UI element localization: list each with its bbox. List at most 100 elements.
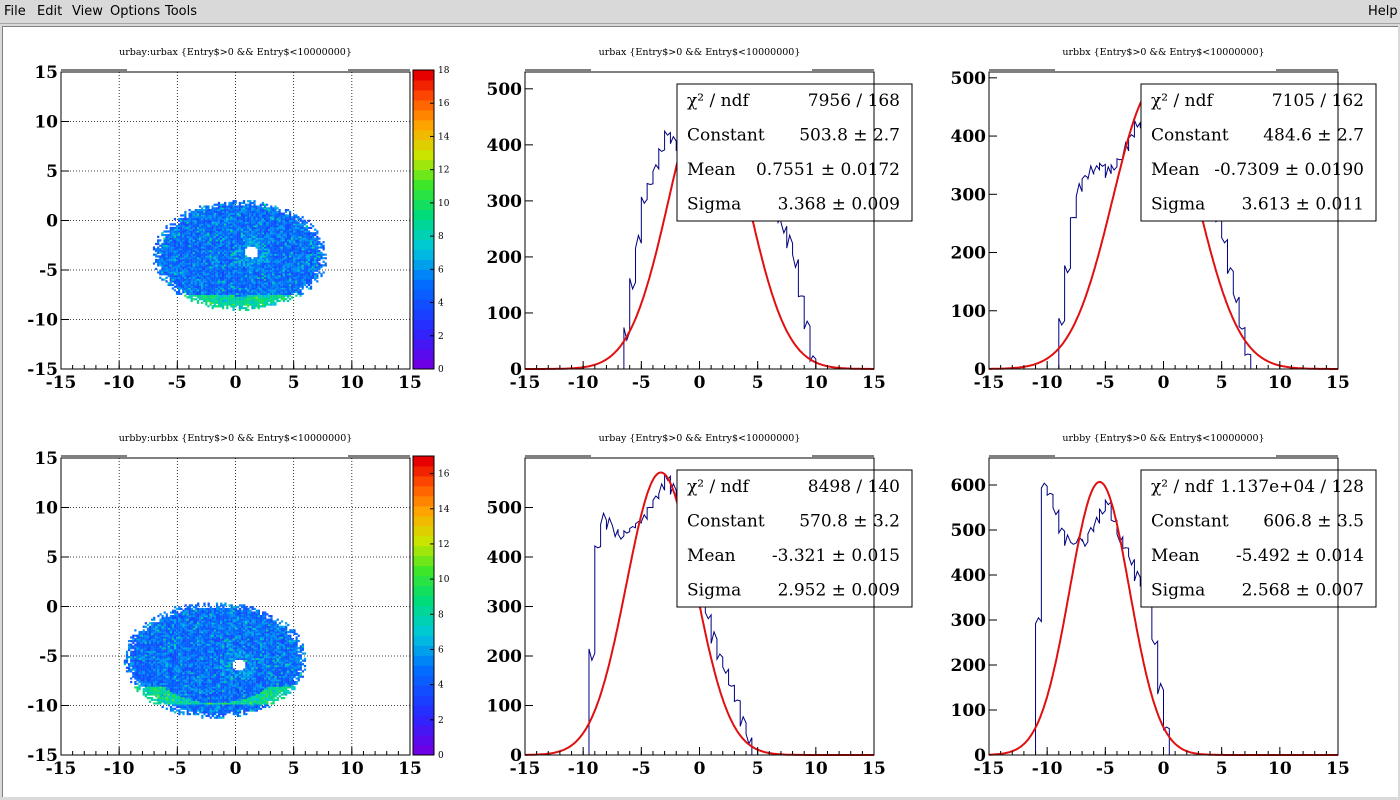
- heatmap-cell: [192, 217, 195, 221]
- heatmap-cell: [299, 283, 302, 287]
- heatmap-cell: [203, 251, 206, 254]
- heatmap-cell: [155, 682, 158, 685]
- heatmap-cell: [169, 618, 173, 621]
- heatmap-cell: [289, 228, 292, 231]
- heatmap-cell: [184, 235, 187, 238]
- heatmap-cell: [192, 232, 195, 235]
- heatmap-cell: [224, 242, 227, 246]
- title-box: [604, 70, 795, 71]
- heatmap-cell: [140, 675, 143, 678]
- menu-tools[interactable]: Tools: [165, 4, 198, 19]
- heatmap-cell: [159, 656, 162, 659]
- heatmap-cell: [270, 282, 273, 285]
- heatmap-cell: [284, 258, 288, 262]
- heatmap-cell: [297, 269, 300, 272]
- heatmap-cell: [324, 257, 327, 260]
- heatmap-cell: [247, 203, 250, 206]
- heatmap-cell: [297, 289, 300, 292]
- heatmap-cell: [299, 239, 302, 242]
- heatmap-cell: [224, 301, 227, 304]
- heatmap-cell: [134, 629, 137, 632]
- heatmap-cell: [286, 258, 290, 262]
- heatmap-cell: [265, 285, 269, 288]
- heatmap-cell: [219, 285, 223, 288]
- heatmap-cell: [132, 661, 135, 664]
- heatmap-cell: [284, 271, 288, 274]
- plot-canvas[interactable]: urbay:urbax {Entry$>0 && Entry$<10000000…: [2, 26, 1398, 797]
- heatmap-cell: [226, 241, 229, 244]
- heatmap-cell: [192, 274, 195, 278]
- menu-options[interactable]: Options: [110, 4, 161, 19]
- menu-edit[interactable]: Edit: [37, 4, 63, 19]
- heatmap-cell: [286, 250, 290, 253]
- heatmap-cell: [245, 269, 248, 272]
- heatmap-cell: [284, 269, 288, 272]
- heatmap-cell: [146, 688, 150, 691]
- heatmap-cell: [270, 210, 273, 213]
- heatmap-cell: [251, 301, 254, 304]
- heatmap-cell: [169, 611, 173, 614]
- heatmap-cell: [270, 207, 273, 210]
- heatmap-cell: [314, 278, 317, 281]
- heatmap-cell: [295, 221, 298, 224]
- heatmap-cell: [176, 680, 179, 684]
- heatmap-cell: [224, 203, 227, 206]
- heatmap-cell: [174, 629, 177, 632]
- heatmap-cell: [178, 290, 181, 294]
- heatmap-cell: [215, 292, 218, 295]
- heatmap-cell: [151, 638, 154, 641]
- heatmap-cell: [234, 289, 237, 292]
- heatmap-cell: [251, 289, 254, 292]
- heatmap-cell: [274, 248, 277, 251]
- heatmap-cell: [157, 622, 160, 625]
- heatmap-cell: [201, 230, 204, 233]
- menu-help[interactable]: Help: [1368, 4, 1398, 19]
- heatmap-cell: [151, 679, 154, 682]
- heatmap-cell: [314, 228, 317, 231]
- heatmap-cell: [305, 244, 308, 247]
- heatmap-cell: [167, 251, 170, 254]
- heatmap-cell: [230, 298, 233, 301]
- heatmap-cell: [161, 670, 164, 673]
- heatmap-cell: [205, 299, 208, 303]
- heatmap-cell: [276, 255, 279, 258]
- heatmap-cell: [274, 294, 277, 297]
- heatmap-cell: [165, 672, 168, 675]
- heatmap-cell: [198, 232, 202, 235]
- heatmap-cell: [238, 280, 241, 283]
- heatmap-cell: [314, 248, 317, 251]
- heatmap-cell: [297, 216, 300, 219]
- heatmap-cell: [205, 250, 208, 253]
- menu-file[interactable]: File: [4, 4, 26, 19]
- heatmap-cell: [176, 672, 179, 675]
- heatmap-cell: [240, 289, 244, 292]
- heatmap-cell: [140, 638, 143, 641]
- heatmap-cell: [253, 266, 256, 269]
- heatmap-cell: [157, 242, 160, 246]
- heatmap-cell: [194, 209, 197, 212]
- heatmap-cell: [159, 634, 162, 637]
- heatmap-cell: [190, 271, 193, 274]
- heatmap-cell: [222, 230, 225, 233]
- heatmap-cell: [270, 264, 273, 267]
- y-tick-label: 100: [487, 304, 523, 324]
- heatmap-cell: [161, 618, 164, 621]
- heatmap-cell: [174, 623, 177, 627]
- heatmap-cell: [207, 290, 210, 294]
- heatmap-cell: [140, 663, 143, 666]
- heatmap-cell: [192, 226, 195, 230]
- heatmap-cell: [228, 209, 231, 212]
- colorbar-step: [413, 219, 434, 230]
- heatmap-cell: [169, 654, 173, 657]
- heatmap-cell: [232, 307, 235, 310]
- heatmap-cell: [132, 645, 135, 648]
- heatmap-cell: [205, 296, 208, 299]
- heatmap-cell: [174, 698, 177, 701]
- heatmap-cell: [268, 250, 271, 253]
- heatmap-cell: [201, 207, 204, 210]
- heatmap-cell: [174, 656, 177, 659]
- heatmap-cell: [209, 298, 212, 301]
- menu-view[interactable]: View: [72, 4, 103, 19]
- heatmap-cell: [238, 217, 241, 221]
- heatmap-cell: [157, 659, 160, 662]
